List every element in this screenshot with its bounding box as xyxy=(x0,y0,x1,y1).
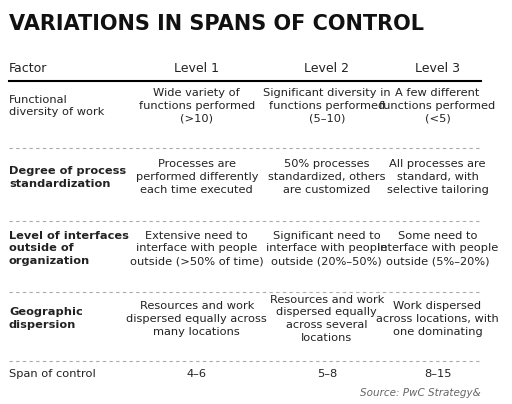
Text: Level 1: Level 1 xyxy=(174,61,219,75)
Text: Level of interfaces
outside of
organization: Level of interfaces outside of organizat… xyxy=(9,231,129,266)
Text: Extensive need to
interface with people
outside (>50% of time): Extensive need to interface with people … xyxy=(130,231,264,266)
Text: 50% processes
standardized, others
are customized: 50% processes standardized, others are c… xyxy=(268,160,386,195)
Text: Wide variety of
functions performed
(>10): Wide variety of functions performed (>10… xyxy=(139,88,255,124)
Text: 5–8: 5–8 xyxy=(316,369,337,379)
Text: Significant need to
interface with people
outside (20%–50%): Significant need to interface with peopl… xyxy=(266,231,388,266)
Text: Factor: Factor xyxy=(9,61,47,75)
Text: VARIATIONS IN SPANS OF CONTROL: VARIATIONS IN SPANS OF CONTROL xyxy=(9,14,424,34)
Text: Some need to
interface with people
outside (5%–20%): Some need to interface with people outsi… xyxy=(377,231,498,266)
Text: Functional
diversity of work: Functional diversity of work xyxy=(9,95,104,118)
Text: Significant diversity in
functions performed
(5–10): Significant diversity in functions perfo… xyxy=(263,88,391,124)
Text: All processes are
standard, with
selective tailoring: All processes are standard, with selecti… xyxy=(387,160,488,195)
Text: Resources and work
dispersed equally
across several
locations: Resources and work dispersed equally acr… xyxy=(270,295,384,343)
Text: A few different
functions performed
(<5): A few different functions performed (<5) xyxy=(379,88,496,124)
Text: Work dispersed
across locations, with
one dominating: Work dispersed across locations, with on… xyxy=(376,301,499,337)
Text: Resources and work
dispersed equally across
many locations: Resources and work dispersed equally acr… xyxy=(126,301,267,337)
Text: Level 2: Level 2 xyxy=(304,61,349,75)
Text: Level 3: Level 3 xyxy=(415,61,460,75)
Text: Geographic
dispersion: Geographic dispersion xyxy=(9,307,83,330)
Text: 8–15: 8–15 xyxy=(424,369,451,379)
Text: Span of control: Span of control xyxy=(9,369,96,379)
Text: Source: PwC Strategy&: Source: PwC Strategy& xyxy=(360,388,481,398)
Text: Processes are
performed differently
each time executed: Processes are performed differently each… xyxy=(136,160,258,195)
Text: Degree of process
standardization: Degree of process standardization xyxy=(9,166,126,189)
Text: 4–6: 4–6 xyxy=(187,369,207,379)
